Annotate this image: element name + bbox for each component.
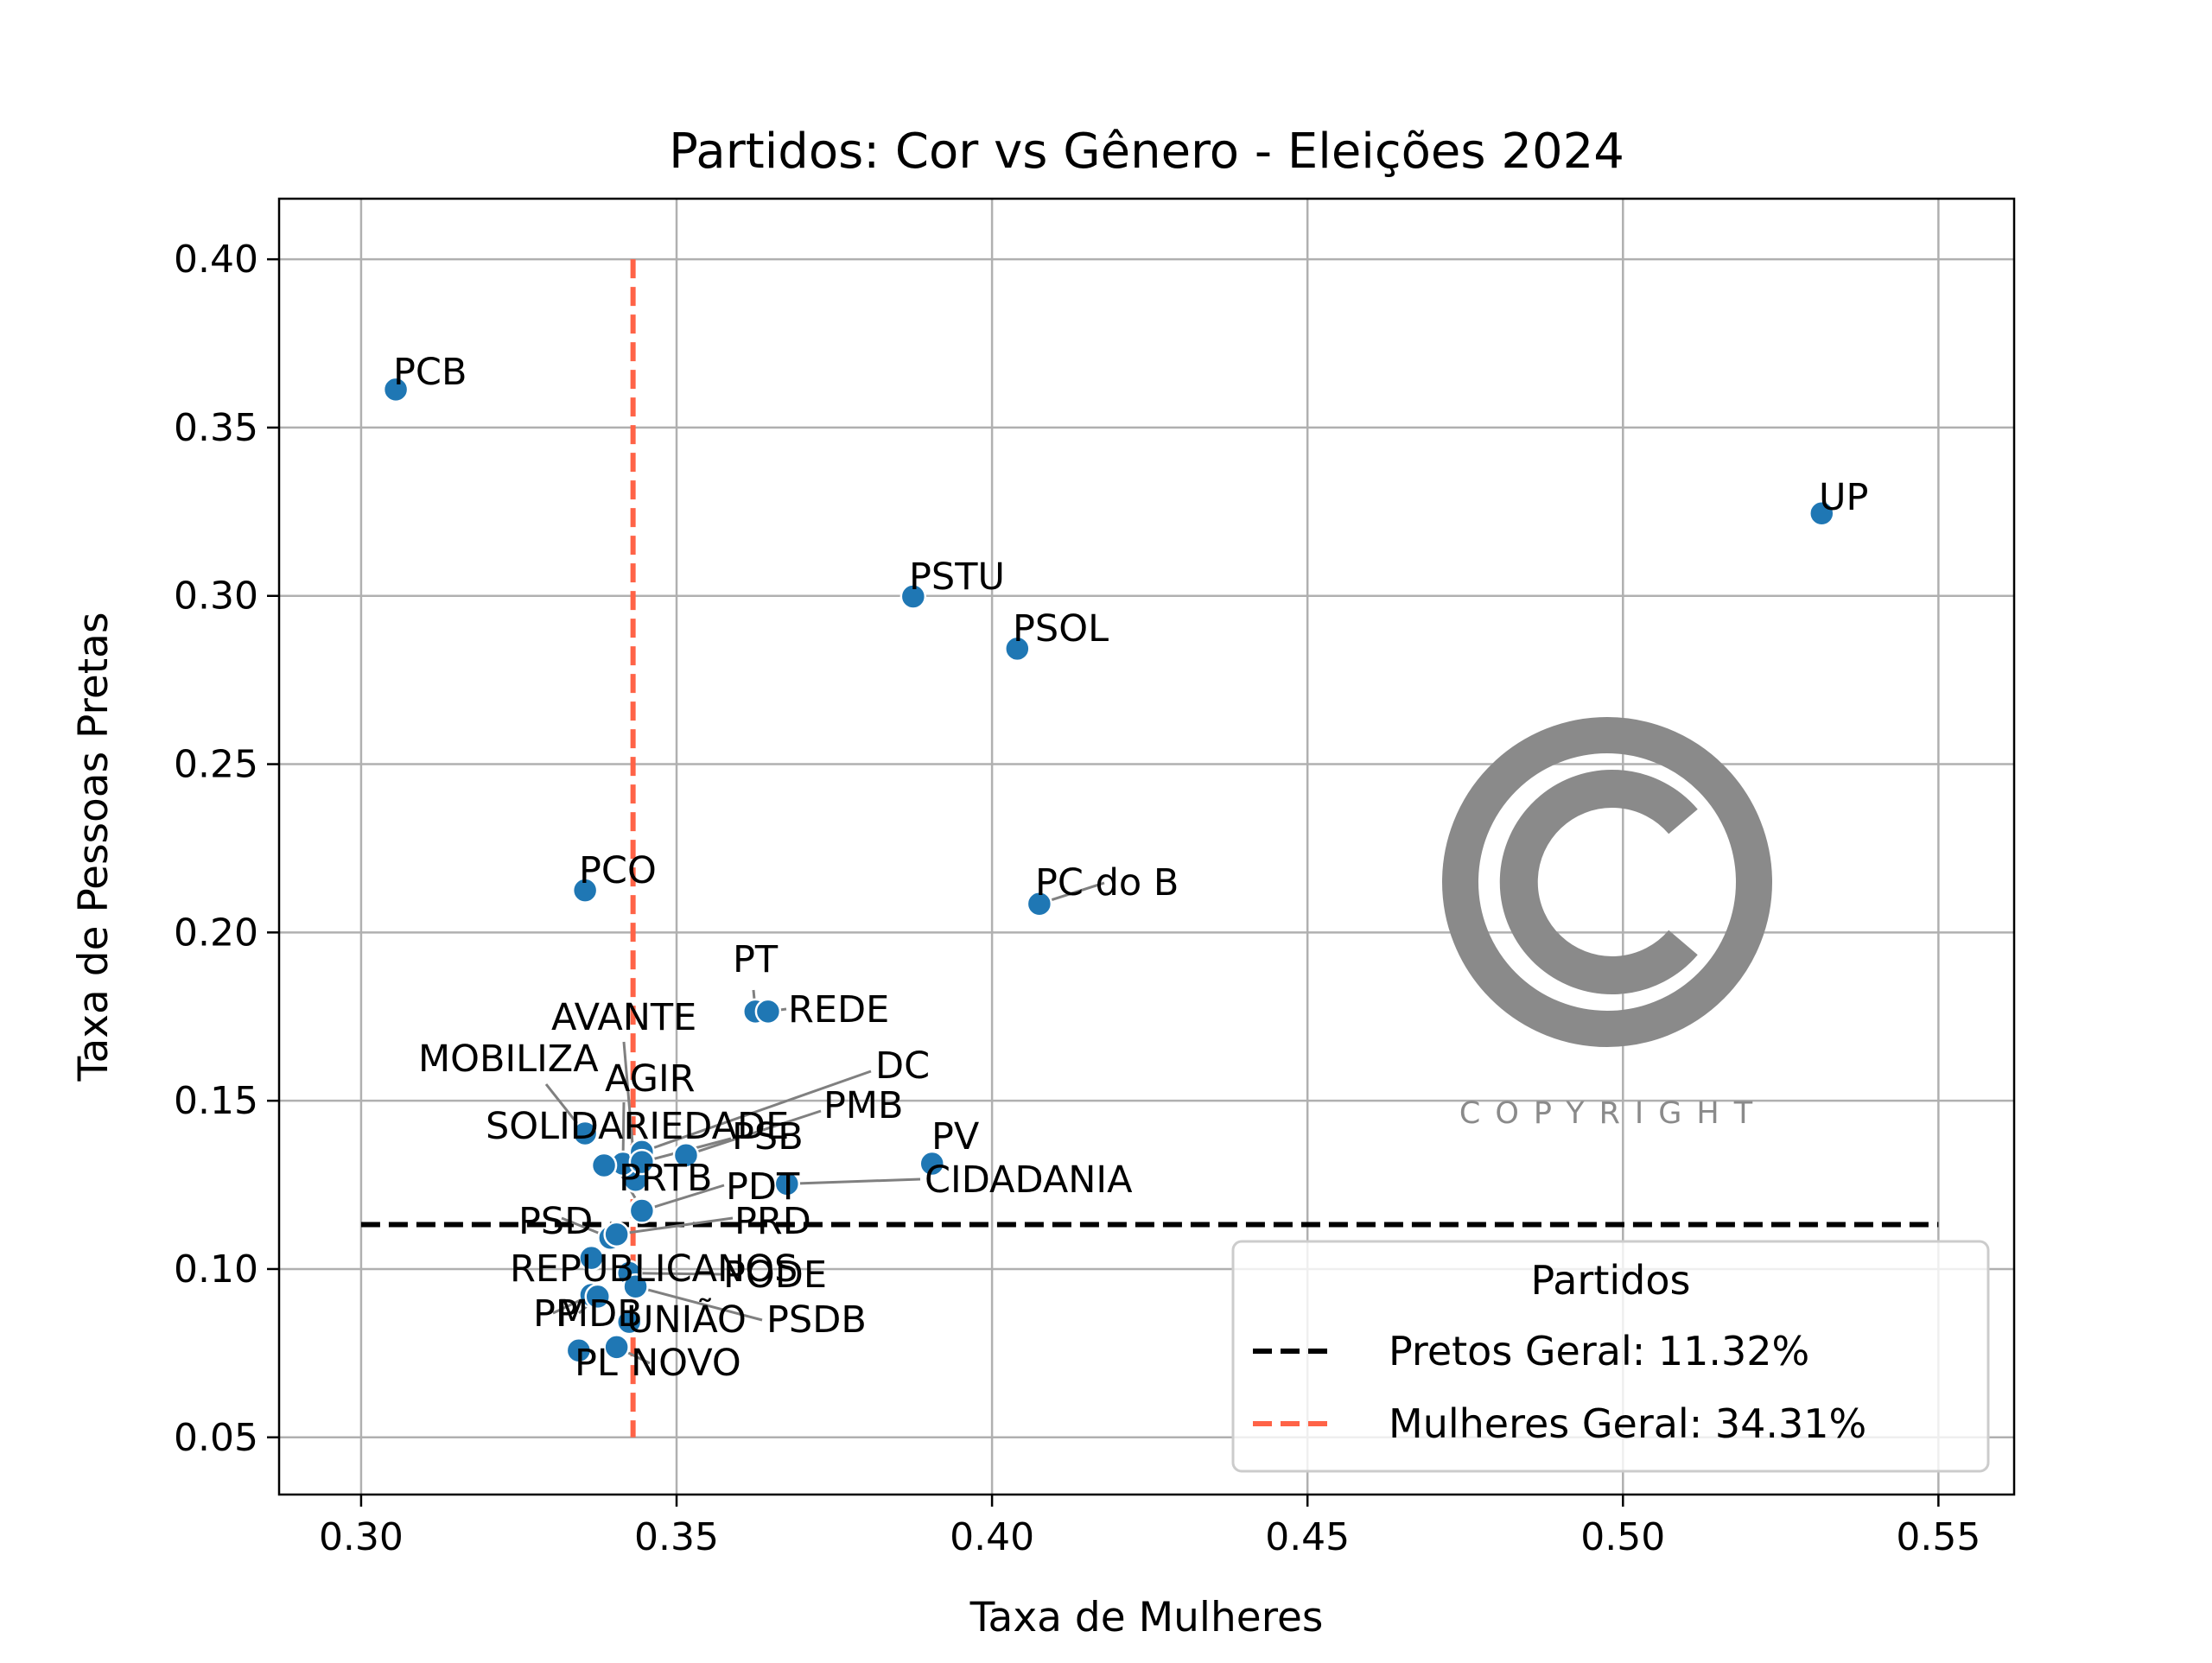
x-tick-label: 0.45 — [1265, 1515, 1350, 1559]
y-tick-label: 0.10 — [174, 1247, 258, 1292]
leader-line-pmb — [685, 1109, 822, 1157]
legend-label-pretos: Pretos Geral: 11.32% — [1389, 1328, 1809, 1374]
y-tick-label: 0.15 — [174, 1079, 258, 1123]
leader-line-dc — [641, 1070, 872, 1153]
point-label-pco: PCO — [579, 849, 657, 892]
point-prd — [603, 1221, 630, 1248]
y-tick-label: 0.05 — [174, 1416, 258, 1460]
point-novo — [603, 1334, 630, 1361]
x-tick-label: 0.30 — [319, 1515, 404, 1559]
watermark-text: COPYRIGHT — [1459, 1096, 1767, 1131]
copyright-watermark: COPYRIGHT — [1442, 717, 1772, 1131]
copyright-icon — [1442, 717, 1772, 1047]
point-label-republicanos: REPUBLICANOS — [510, 1247, 798, 1291]
point-pdt — [628, 1197, 656, 1224]
point-label-uniao: UNIÃO — [626, 1298, 747, 1342]
point-up — [1808, 500, 1835, 527]
point-uniao — [616, 1308, 643, 1336]
point-label-up: UP — [1819, 476, 1868, 519]
point-label-pt: PT — [733, 938, 779, 981]
grid-lines — [279, 199, 2014, 1495]
point-label-solidariedade: SOLIDARIEDADE — [486, 1105, 789, 1148]
point-rede — [754, 998, 782, 1025]
x-tick-label: 0.50 — [1580, 1515, 1665, 1559]
point-cidadania — [773, 1171, 801, 1197]
y-tick-label: 0.30 — [174, 574, 258, 619]
axis-ticks: 0.30 0.35 0.40 0.45 0.50 0.55 0.05 0.10 0.15 0.20… — [174, 238, 1980, 1559]
legend-label-mulheres: Mulheres Geral: 34.31% — [1389, 1400, 1866, 1447]
y-tick-label: 0.25 — [174, 743, 258, 787]
legend-box — [1231, 1240, 1990, 1473]
point-label-prtb: PRTB — [619, 1157, 712, 1200]
y-tick-label: 0.35 — [174, 406, 258, 450]
point-label-pmb: PMB — [823, 1084, 904, 1127]
point-republicanos — [578, 1244, 605, 1272]
point-label-prd: PRD — [734, 1200, 811, 1243]
point-label-psb: PSB — [732, 1115, 804, 1158]
point-mobiliza — [571, 1120, 599, 1147]
point-label-pl: PL — [575, 1342, 618, 1385]
plot-frame — [277, 197, 2016, 1496]
point-psol — [1004, 635, 1031, 663]
point-pco — [571, 877, 599, 904]
point-label-dc: DC — [875, 1044, 930, 1088]
point-label-pc-do-b: PC do B — [1035, 861, 1179, 904]
leader-line-pdt — [641, 1184, 725, 1212]
point-pc-do-b — [1026, 890, 1053, 917]
y-tick-label: 0.40 — [174, 238, 258, 282]
point-label-pode: PODE — [723, 1254, 827, 1297]
point-solidariedade — [590, 1152, 618, 1179]
point-label-avante: AVANTE — [551, 996, 696, 1039]
leader-line-prd — [616, 1216, 734, 1236]
data-points — [382, 376, 1835, 1364]
leader-line-psdb — [635, 1285, 763, 1322]
chart-title: Partidos: Cor vs Gênero - Eleições 2024 — [669, 124, 1624, 180]
point-pmb — [672, 1142, 700, 1169]
point-label-rede: REDE — [788, 988, 889, 1031]
leader-line-cidadania — [786, 1177, 921, 1185]
point-label-cidadania: CIDADANIA — [925, 1158, 1133, 1202]
x-tick-label: 0.55 — [1896, 1515, 1980, 1559]
point-label-novo: NOVO — [631, 1342, 741, 1385]
x-tick-label: 0.35 — [634, 1515, 719, 1559]
y-tick-label: 0.20 — [174, 911, 258, 955]
point-label-mobiliza: MOBILIZA — [418, 1038, 599, 1081]
point-pstu — [899, 583, 927, 610]
legend: Partidos Pretos Geral: 11.32% Mulheres G… — [1231, 1240, 1990, 1473]
point-pl — [565, 1336, 593, 1364]
point-label-pcb: PCB — [393, 351, 467, 394]
point-pv — [918, 1150, 945, 1177]
point-psb — [628, 1148, 656, 1176]
point-mdb — [584, 1283, 611, 1311]
point-label-mdb: MDB — [556, 1292, 643, 1336]
y-axis-label: Taxa de Pessoas Pretas — [70, 613, 118, 1082]
point-label-pstu: PSTU — [909, 555, 1005, 599]
point-label-pv: PV — [931, 1115, 980, 1158]
leader-line-pode — [629, 1272, 722, 1276]
point-label-agir: AGIR — [605, 1057, 696, 1101]
point-label-pdt: PDT — [726, 1165, 800, 1209]
point-psdb — [622, 1273, 649, 1300]
point-label-pp: PP — [533, 1292, 578, 1336]
x-axis-label: Taxa de Mulheres — [969, 1594, 1324, 1641]
point-label-psol: PSOL — [1013, 607, 1109, 651]
x-tick-label: 0.40 — [950, 1515, 1034, 1559]
point-pcb — [382, 376, 410, 403]
point-label-psdb: PSDB — [766, 1298, 867, 1342]
legend-title: Partidos — [1531, 1257, 1691, 1304]
point-label-psd: PSD — [518, 1200, 593, 1243]
